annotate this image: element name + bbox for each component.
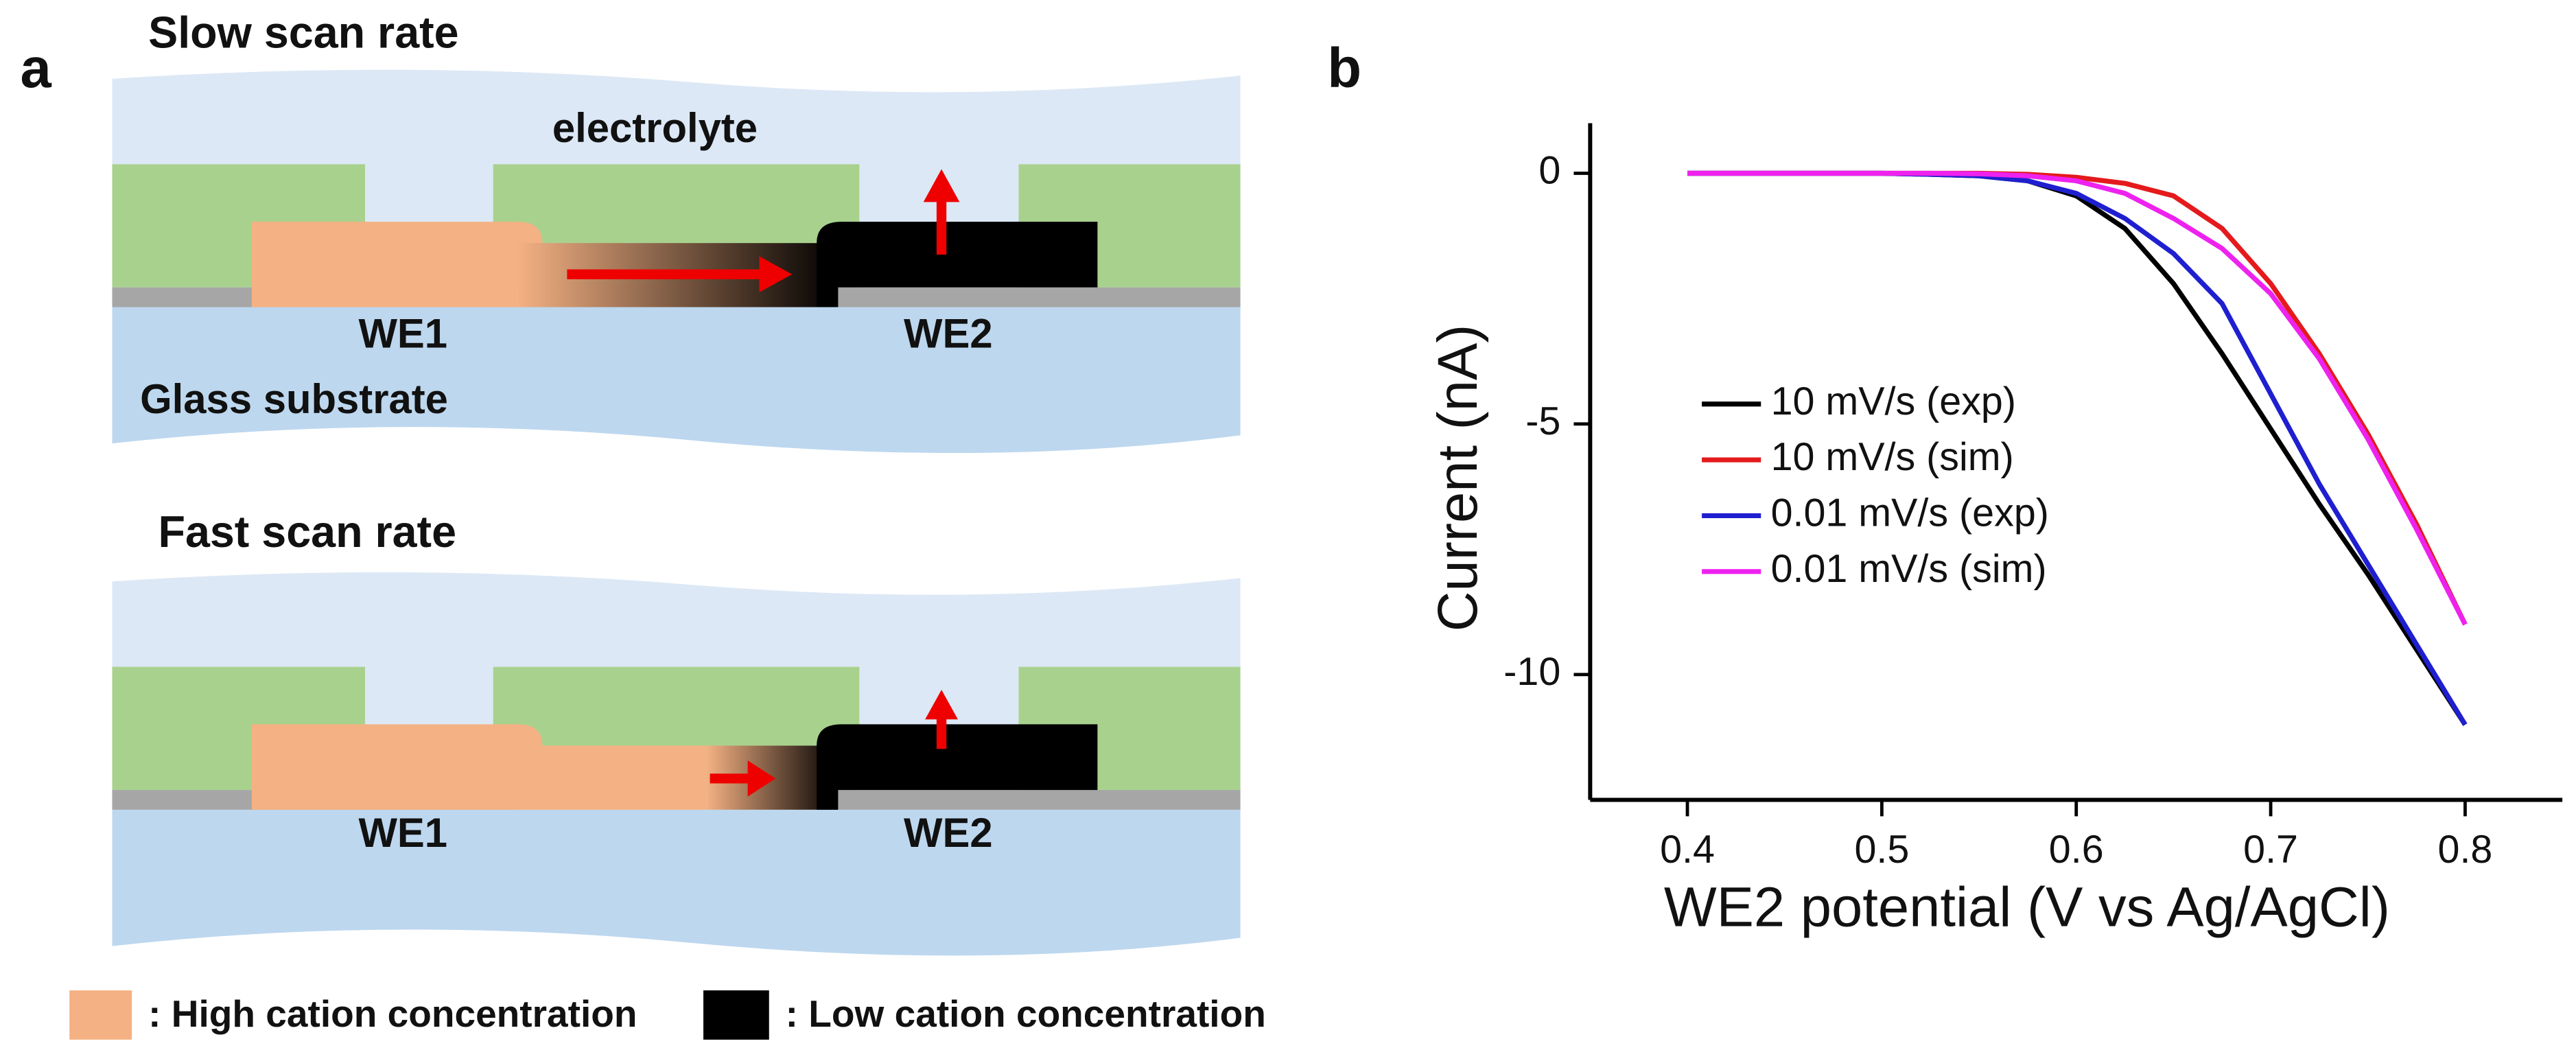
x-tick-label: 0.6 [2049, 828, 2104, 872]
legend-label: 0.01 mV/s (exp) [1771, 491, 2049, 535]
y-tick-label: -10 [1503, 650, 1560, 694]
legend-text: : Low cation concentration [786, 992, 1266, 1035]
electrolyte-label: electrolyte [552, 105, 758, 151]
high-conc [251, 222, 543, 307]
x-tick-label: 0.5 [1854, 828, 1909, 872]
legend-label: 10 mV/s (exp) [1771, 380, 2016, 423]
arrow [710, 760, 776, 797]
x-tick-label: 0.7 [2243, 828, 2298, 872]
y-tick-label: 0 [1538, 149, 1560, 193]
substrate [112, 307, 1241, 454]
x-tick-label: 0.4 [1660, 828, 1715, 872]
arrow [567, 256, 793, 292]
high-conc [251, 724, 707, 810]
we2-label: WE2 [904, 810, 993, 856]
legend-label: 0.01 mV/s (sim) [1771, 547, 2047, 591]
substrate-label: Glass substrate [140, 376, 448, 422]
x-tick-label: 0.8 [2438, 828, 2493, 872]
arrow [923, 169, 960, 255]
bottom-schematic: Fast scan rate WE1 WE2 [112, 507, 1241, 956]
panel-label: a [20, 37, 51, 100]
we1-label: WE1 [358, 310, 447, 356]
legend-swatch [703, 990, 769, 1040]
y-axis-label: Current (nA) [1427, 325, 1489, 632]
electrode [838, 790, 1241, 810]
electrode [838, 287, 1241, 307]
top-schematic: Slow scan rate electrolyte WE1 WE2 Glass… [112, 8, 1241, 454]
we2-label: WE2 [904, 310, 993, 356]
substrate [112, 809, 1241, 956]
legend-label: 10 mV/s (sim) [1771, 435, 2014, 479]
we1-label: WE1 [358, 810, 447, 856]
schematic-title: Fast scan rate [158, 507, 456, 557]
low-conc [817, 724, 1098, 810]
series-line [1687, 170, 2468, 626]
x-axis-label: WE2 potential (V vs Ag/AgCl) [1664, 876, 2390, 939]
low-conc [817, 222, 1098, 307]
legend-text: : High cation concentration [148, 992, 637, 1035]
schematic-title: Slow scan rate [148, 8, 458, 58]
panel-label: b [1327, 37, 1361, 100]
y-tick-label: -5 [1525, 399, 1560, 443]
legend-swatch [69, 990, 132, 1040]
